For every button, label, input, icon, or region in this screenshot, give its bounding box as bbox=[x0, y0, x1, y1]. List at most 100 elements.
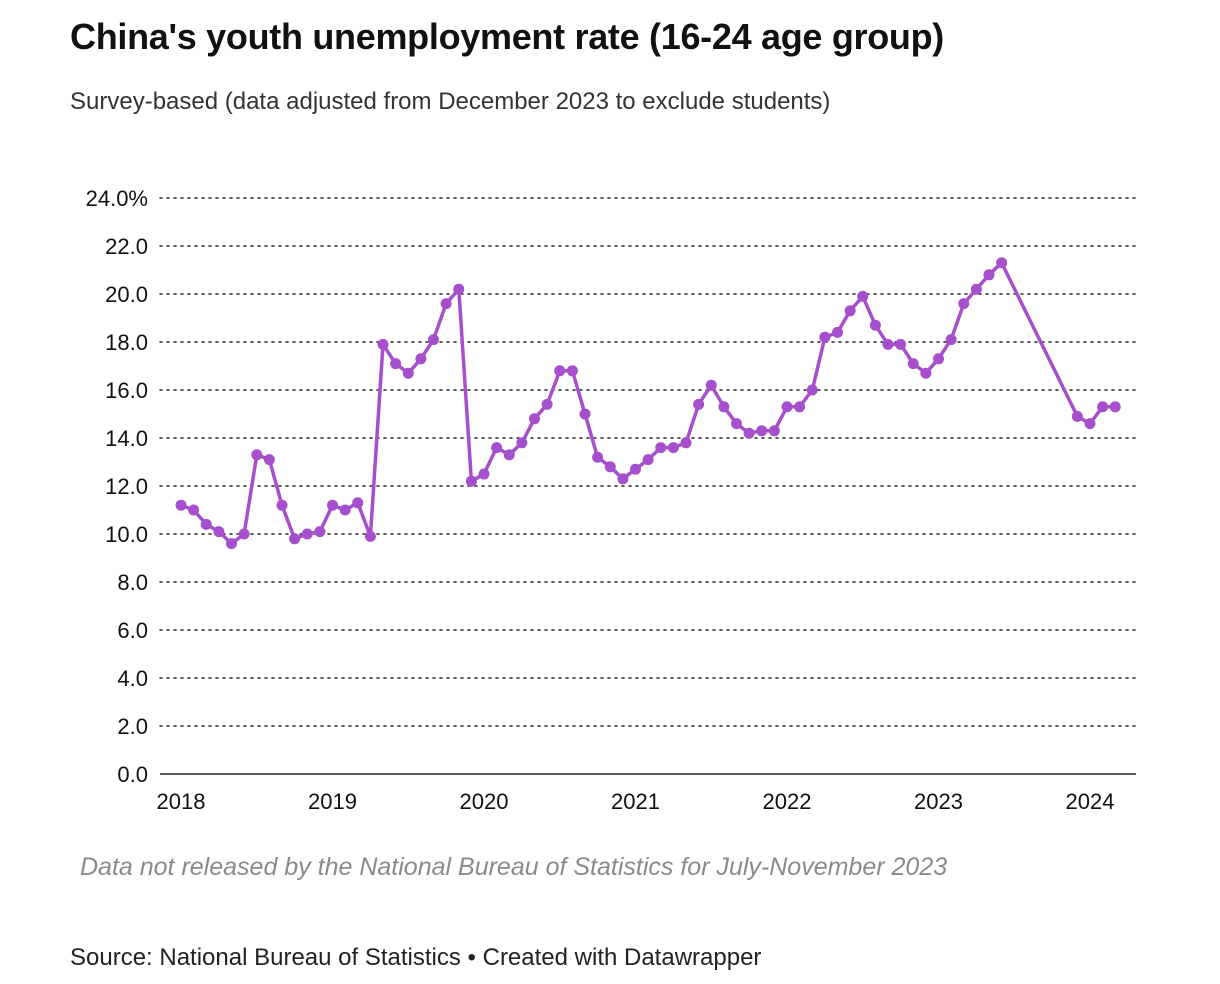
data-point bbox=[516, 437, 528, 449]
gridlines bbox=[159, 197, 1137, 775]
data-point bbox=[857, 290, 869, 302]
y-tick-label: 6.0 bbox=[117, 618, 148, 643]
x-tick-label: 2019 bbox=[308, 789, 357, 814]
data-point bbox=[390, 358, 402, 370]
data-point bbox=[327, 499, 338, 511]
data-point bbox=[314, 526, 326, 538]
data-point bbox=[289, 533, 301, 545]
y-tick-label: 2.0 bbox=[117, 714, 148, 739]
x-tick-label: 2018 bbox=[157, 789, 206, 814]
data-point bbox=[693, 398, 705, 410]
data-point bbox=[844, 305, 856, 317]
data-point bbox=[251, 449, 263, 461]
series-line bbox=[180, 261, 1003, 546]
data-point bbox=[529, 413, 540, 425]
data-point bbox=[768, 425, 780, 437]
data-point bbox=[579, 408, 591, 420]
source-credit: Source: National Bureau of Statistics • … bbox=[70, 944, 762, 971]
y-tick-label: 4.0 bbox=[117, 666, 148, 691]
data-point bbox=[718, 401, 730, 413]
data-point bbox=[604, 461, 616, 473]
data-point bbox=[465, 475, 477, 487]
data-point bbox=[617, 473, 629, 485]
data-point bbox=[933, 353, 944, 365]
data-point bbox=[705, 379, 717, 391]
data-point bbox=[630, 463, 641, 475]
data-point bbox=[352, 497, 364, 509]
data-point bbox=[642, 454, 654, 466]
chart-title: China's youth unemployment rate (16-24 a… bbox=[70, 16, 944, 57]
data-point bbox=[491, 442, 503, 454]
data-point bbox=[188, 504, 200, 516]
x-tick-label: 2020 bbox=[460, 789, 509, 814]
y-tick-label: 18.0 bbox=[105, 330, 148, 355]
data-point bbox=[503, 449, 515, 461]
chart-annotation: Data not released by the National Bureau… bbox=[80, 853, 948, 881]
data-point bbox=[541, 398, 553, 410]
y-tick-label: 22.0 bbox=[105, 234, 148, 259]
y-tick-label: 24.0% bbox=[86, 186, 148, 211]
data-point bbox=[806, 384, 818, 396]
chart-subtitle: Survey-based (data adjusted from Decembe… bbox=[70, 88, 831, 115]
data-point bbox=[415, 353, 427, 365]
data-point bbox=[781, 401, 793, 413]
x-tick-label: 2021 bbox=[611, 789, 660, 814]
series-line bbox=[1076, 405, 1116, 426]
data-point bbox=[731, 418, 742, 430]
data-point bbox=[832, 326, 843, 338]
data-point bbox=[592, 451, 604, 463]
data-point bbox=[680, 437, 692, 449]
y-tick-label: 16.0 bbox=[105, 378, 148, 403]
y-tick-label: 14.0 bbox=[105, 426, 148, 451]
data-point bbox=[743, 427, 755, 439]
data-point bbox=[667, 442, 679, 454]
data-point bbox=[402, 367, 414, 379]
data-point bbox=[213, 526, 225, 538]
data-point bbox=[970, 283, 982, 295]
y-axis-labels: 0.0 2.0 4.0 6.0 8.0 10.0 12.0 14.0 16.0 18.0 20.0 2… bbox=[86, 186, 148, 787]
data-point bbox=[200, 518, 212, 530]
y-tick-label: 20.0 bbox=[105, 282, 148, 307]
data-point bbox=[175, 499, 187, 511]
data-point bbox=[983, 269, 995, 281]
data-point bbox=[869, 319, 881, 331]
data-point bbox=[958, 298, 970, 310]
gap-connector-line bbox=[999, 261, 1080, 419]
x-tick-label: 2024 bbox=[1066, 789, 1115, 814]
data-point bbox=[226, 538, 237, 550]
data-point bbox=[238, 528, 250, 540]
data-point bbox=[1071, 410, 1083, 422]
data-point bbox=[907, 358, 919, 370]
data-point bbox=[655, 442, 667, 454]
series-points bbox=[175, 257, 1121, 550]
x-tick-label: 2022 bbox=[763, 789, 812, 814]
data-point bbox=[364, 530, 376, 542]
y-tick-label: 8.0 bbox=[117, 570, 148, 595]
data-point bbox=[301, 528, 313, 540]
data-point bbox=[1097, 401, 1109, 413]
y-tick-label: 10.0 bbox=[105, 522, 148, 547]
data-point bbox=[920, 367, 932, 379]
data-point bbox=[377, 338, 389, 350]
data-point bbox=[819, 331, 831, 343]
y-tick-label: 0.0 bbox=[117, 762, 148, 787]
series-lines bbox=[180, 261, 1116, 546]
data-point bbox=[554, 365, 566, 377]
data-point bbox=[428, 334, 439, 346]
data-point bbox=[453, 283, 465, 295]
data-point bbox=[756, 425, 768, 437]
data-point bbox=[339, 504, 351, 516]
data-point bbox=[945, 334, 957, 346]
x-axis-labels: 2018 2019 2020 2021 2022 2023 2024 bbox=[157, 789, 1115, 814]
data-point bbox=[1109, 401, 1121, 413]
data-point bbox=[440, 298, 452, 310]
data-point bbox=[895, 338, 907, 350]
x-tick-label: 2023 bbox=[914, 789, 963, 814]
data-point bbox=[882, 338, 894, 350]
data-point bbox=[478, 468, 490, 480]
data-point bbox=[276, 499, 288, 511]
y-tick-label: 12.0 bbox=[105, 474, 148, 499]
data-point bbox=[794, 401, 806, 413]
data-point bbox=[263, 454, 275, 466]
